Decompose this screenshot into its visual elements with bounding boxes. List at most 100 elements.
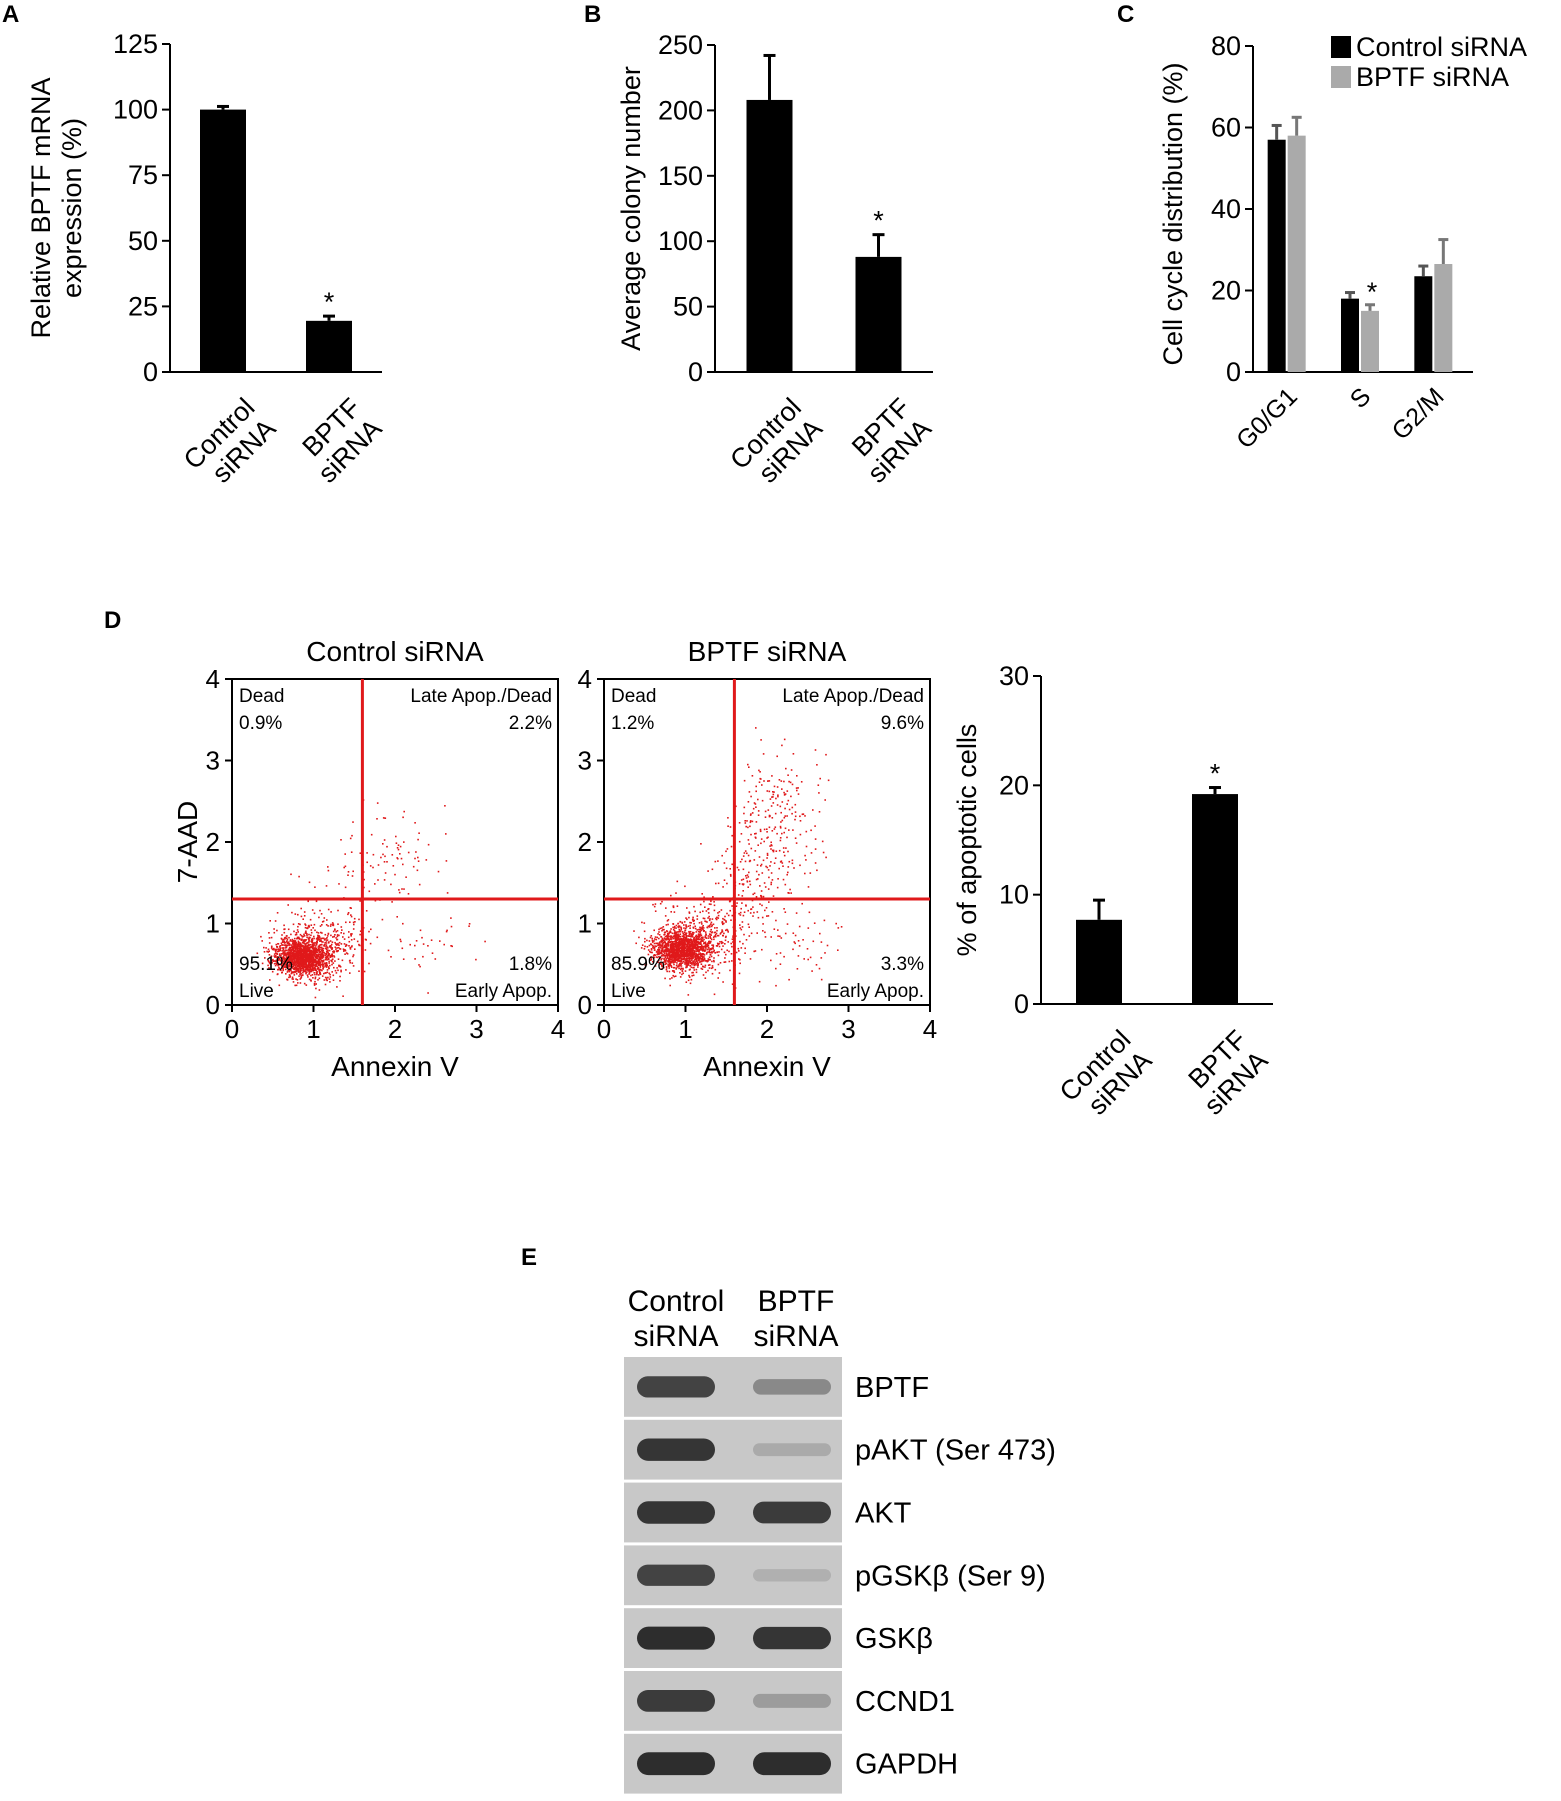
event-dot: [437, 870, 440, 873]
event-dot: [682, 954, 685, 956]
event-dot: [652, 955, 655, 957]
event-dot: [814, 848, 817, 850]
event-dot: [698, 928, 701, 931]
event-dot: [702, 966, 704, 968]
event-dot: [775, 967, 777, 970]
event-dot: [650, 956, 652, 958]
event-dot: [297, 940, 300, 943]
event-dot: [299, 948, 302, 950]
event-dot: [308, 933, 310, 936]
event-dot: [700, 927, 702, 929]
event-dot: [660, 936, 663, 938]
event-dot: [743, 779, 746, 782]
event-dot: [695, 939, 697, 941]
event-dot: [772, 791, 774, 793]
event-dot: [722, 981, 724, 983]
event-dot: [700, 944, 703, 946]
event-dot: [738, 822, 741, 824]
event-dot: [760, 739, 762, 741]
event-dot: [344, 945, 347, 947]
event-dot: [742, 868, 745, 871]
event-dot: [787, 774, 789, 776]
event-dot: [692, 931, 694, 934]
event-dot: [770, 959, 772, 962]
event-dot: [263, 951, 266, 953]
event-dot: [308, 941, 310, 943]
event-dot: [673, 952, 676, 955]
event-dot: [335, 948, 337, 950]
event-dot: [674, 954, 677, 957]
event-dot: [282, 956, 285, 959]
event-dot: [761, 916, 764, 919]
event-dot: [817, 784, 820, 786]
event-dot: [688, 930, 690, 933]
event-dot: [677, 933, 679, 935]
event-dot: [673, 955, 675, 957]
event-dot: [305, 952, 307, 954]
event-dot: [672, 928, 675, 931]
event-dot: [695, 968, 698, 971]
event-dot: [302, 974, 304, 976]
event-dot: [715, 918, 718, 921]
event-dot: [746, 852, 748, 855]
event-dot: [313, 954, 316, 957]
event-dot: [771, 879, 774, 881]
event-dot: [683, 921, 686, 923]
event-dot: [685, 943, 687, 945]
event-dot: [717, 963, 720, 966]
event-dot: [348, 945, 350, 947]
event-dot: [797, 793, 800, 795]
event-dot: [283, 963, 286, 965]
event-dot: [654, 965, 657, 967]
event-dot: [790, 769, 793, 771]
event-dot: [759, 830, 762, 833]
event-dot: [302, 953, 305, 955]
event-dot: [275, 962, 277, 965]
event-dot: [731, 983, 734, 985]
event-dot: [694, 925, 696, 928]
event-dot: [277, 968, 279, 971]
event-dot: [276, 963, 278, 966]
event-dot: [706, 943, 709, 946]
event-dot: [762, 930, 764, 932]
event-dot: [795, 787, 798, 789]
event-dot: [685, 927, 687, 930]
event-dot: [661, 964, 663, 966]
event-dot: [300, 960, 303, 963]
event-dot: [703, 945, 705, 948]
panel-letter-e: E: [521, 1244, 537, 1271]
event-dot: [767, 888, 770, 890]
event-dot: [293, 953, 296, 955]
event-dot: [278, 954, 281, 957]
event-dot: [320, 931, 322, 934]
event-dot: [300, 964, 303, 967]
event-dot: [713, 959, 715, 962]
event-dot: [331, 960, 333, 963]
event-dot: [696, 918, 699, 920]
event-dot: [337, 923, 339, 925]
event-dot: [281, 934, 283, 936]
event-dot: [708, 919, 711, 922]
event-dot: [687, 957, 690, 960]
event-dot: [678, 967, 680, 970]
event-dot: [274, 960, 277, 963]
event-dot: [664, 949, 667, 951]
event-dot: [791, 806, 794, 809]
event-dot: [702, 947, 705, 949]
event-dot: [698, 955, 700, 958]
event-dot: [705, 910, 708, 912]
event-dot: [321, 943, 323, 946]
event-dot: [296, 951, 298, 954]
event-dot: [290, 873, 292, 876]
event-dot: [664, 950, 667, 953]
event-dot: [708, 967, 711, 969]
event-dot: [292, 965, 295, 968]
event-dot: [661, 927, 663, 929]
event-dot: [702, 948, 704, 950]
event-dot: [402, 816, 404, 819]
event-dot: [288, 944, 291, 946]
event-dot: [724, 915, 726, 918]
event-dot: [687, 962, 689, 965]
event-dot: [376, 936, 379, 939]
